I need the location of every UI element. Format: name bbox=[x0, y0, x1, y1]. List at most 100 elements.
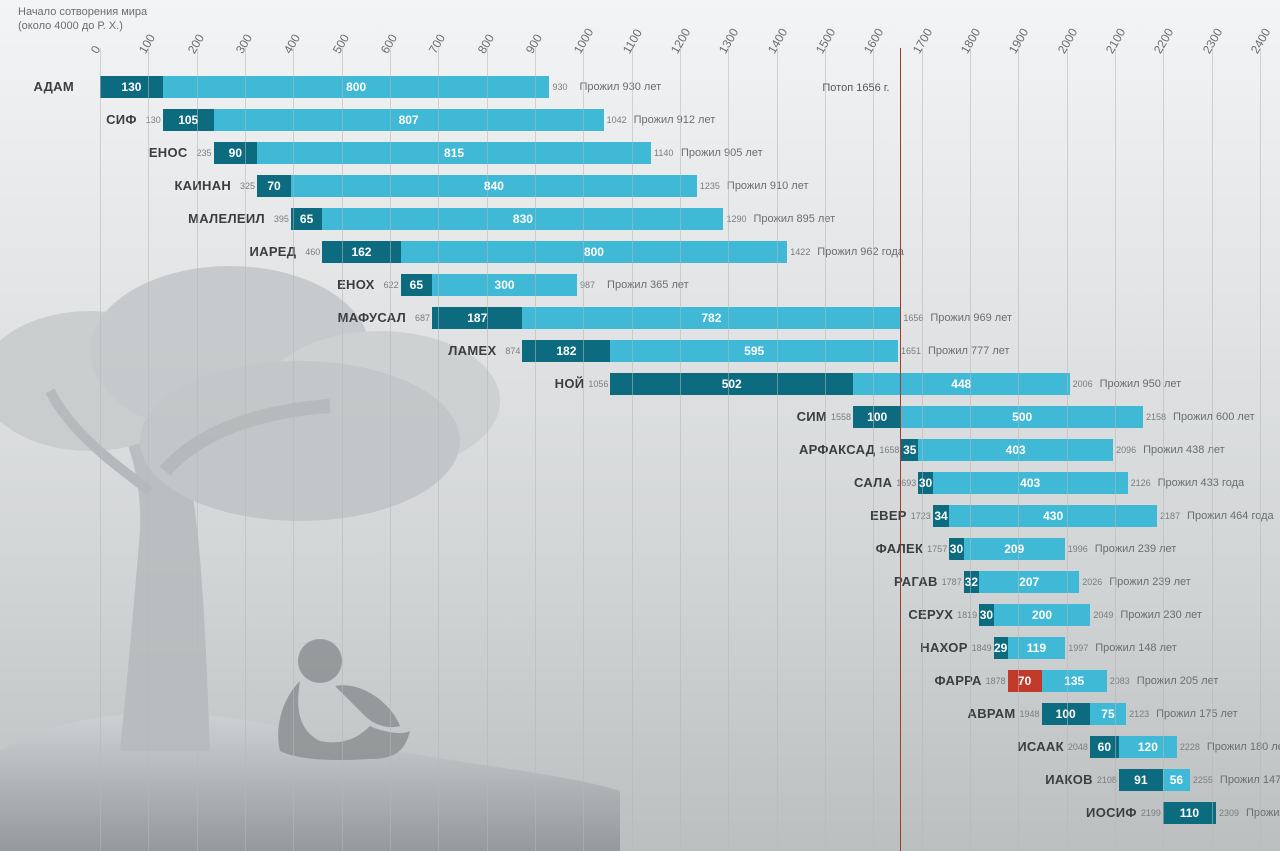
patriarch-row: АДАМ130800930Прожил 930 лет bbox=[0, 76, 1280, 98]
lifespan-label: Прожил 110 лет bbox=[1246, 802, 1280, 824]
lifespan-label: Прожил 205 лет bbox=[1137, 670, 1219, 692]
end-year: 1422 bbox=[787, 241, 810, 263]
end-year: 2187 bbox=[1157, 505, 1180, 527]
axis-gridline bbox=[1067, 48, 1068, 851]
patriarch-row: АРФАКСАД1658354032096Прожил 438 лет bbox=[0, 439, 1280, 461]
lifespan-label: Прожил 912 лет bbox=[634, 109, 716, 131]
bar-segment-1: 502 bbox=[610, 373, 853, 395]
axis-gridline bbox=[728, 48, 729, 851]
axis-gridline bbox=[777, 48, 778, 851]
patriarch-name: НОЙ bbox=[0, 373, 590, 395]
axis-tick-label: 700 bbox=[426, 32, 448, 56]
start-year: 687 bbox=[402, 307, 433, 329]
bar-segment-1: 35 bbox=[901, 439, 918, 461]
patriarch-row: РАГАВ1787322072026Прожил 239 лет bbox=[0, 571, 1280, 593]
end-year: 1996 bbox=[1065, 538, 1088, 560]
lifespan-label: Прожил 600 лет bbox=[1173, 406, 1255, 428]
patriarch-row: ИСААК2048601202228Прожил 180 лет bbox=[0, 736, 1280, 758]
axis-gridline bbox=[680, 48, 681, 851]
axis-tick-label: 1400 bbox=[765, 26, 790, 56]
bar-segment-2: 448 bbox=[853, 373, 1070, 395]
patriarch-row: ЕНОС235908151140Прожил 905 лет bbox=[0, 142, 1280, 164]
bar-segment-2: 840 bbox=[291, 175, 697, 197]
patriarch-row: СИМ15581005002158Прожил 600 лет bbox=[0, 406, 1280, 428]
start-year: 235 bbox=[184, 142, 215, 164]
patriarch-row: ИОСИФ21991102309Прожил 110 лет bbox=[0, 802, 1280, 824]
axis-tick-label: 1200 bbox=[668, 26, 693, 56]
bar-segment-1: 34 bbox=[933, 505, 949, 527]
start-year: 1558 bbox=[823, 406, 854, 428]
axis-gridline bbox=[197, 48, 198, 851]
bar-segment-1: 65 bbox=[401, 274, 432, 296]
axis-gridline bbox=[245, 48, 246, 851]
start-year: 1948 bbox=[1012, 703, 1043, 725]
bar-segment-1: 90 bbox=[214, 142, 258, 164]
lifespan-label: Прожил 962 года bbox=[817, 241, 904, 263]
bar-segment-2: 782 bbox=[522, 307, 900, 329]
patriarch-row: САЛА1693304032126Прожил 433 года bbox=[0, 472, 1280, 494]
patriarch-name: МАЛЕЛЕИЛ bbox=[0, 208, 271, 230]
patriarch-row: КАИНАН325708401235Прожил 910 лет bbox=[0, 175, 1280, 197]
lifespan-label: Прожил 895 лет bbox=[754, 208, 836, 230]
axis-gridline bbox=[922, 48, 923, 851]
axis-gridline bbox=[1212, 48, 1213, 851]
lifespan-label: Прожил 175 лет bbox=[1156, 703, 1238, 725]
lifespan-label: Прожил 148 лет bbox=[1095, 637, 1177, 659]
axis-gridline bbox=[1163, 48, 1164, 851]
patriarch-name: СЕРУХ bbox=[0, 604, 959, 626]
patriarch-name: РАГАВ bbox=[0, 571, 944, 593]
axis-tick-label: 1500 bbox=[813, 26, 838, 56]
patriarch-row: НОЙ10565024482006Прожил 950 лет bbox=[0, 373, 1280, 395]
end-year: 2228 bbox=[1177, 736, 1200, 758]
axis-gridline bbox=[148, 48, 149, 851]
axis-tick-label: 1800 bbox=[958, 26, 983, 56]
lifespan-label: Прожил 777 лет bbox=[928, 340, 1010, 362]
patriarch-row: СИФ1301058071042Прожил 912 лет bbox=[0, 109, 1280, 131]
patriarch-row: МАФУСАЛ6871877821656Прожил 969 лет bbox=[0, 307, 1280, 329]
start-year: 1787 bbox=[934, 571, 965, 593]
lifespan-label: Прожил 930 лет bbox=[580, 76, 662, 98]
axis-tick-label: 800 bbox=[475, 32, 497, 56]
bar-segment-1: 30 bbox=[979, 604, 994, 626]
axis-gridline bbox=[632, 48, 633, 851]
bar-segment-2: 207 bbox=[979, 571, 1079, 593]
end-year: 2026 bbox=[1079, 571, 1102, 593]
bar-segment-1: 110 bbox=[1163, 802, 1216, 824]
bar-segment-1: 130 bbox=[100, 76, 163, 98]
end-year: 1140 bbox=[651, 142, 673, 164]
lifespan-label: Прожил 910 лет bbox=[727, 175, 809, 197]
axis-gridline bbox=[100, 48, 101, 851]
chart-subtitle: Начало сотворения мира (около 4000 до Р.… bbox=[18, 6, 147, 34]
patriarch-row: ЕВЕР1723344302187Прожил 464 года bbox=[0, 505, 1280, 527]
patriarch-row: МАЛЕЛЕИЛ395658301290Прожил 895 лет bbox=[0, 208, 1280, 230]
subtitle-line2: (около 4000 до Р. Х.) bbox=[18, 20, 123, 32]
axis-tick-label: 200 bbox=[185, 32, 207, 56]
bar-segment-2: 300 bbox=[432, 274, 577, 296]
axis-tick-label: 600 bbox=[378, 32, 400, 56]
axis-gridline bbox=[583, 48, 584, 851]
end-year: 2123 bbox=[1126, 703, 1149, 725]
bar-segment-2: 200 bbox=[994, 604, 1091, 626]
patriarch-name: КАИНАН bbox=[0, 175, 237, 197]
axis-tick-label: 1000 bbox=[571, 26, 596, 56]
axis-tick-label: 1600 bbox=[861, 26, 886, 56]
patriarch-name: ЛАМЕХ bbox=[0, 340, 502, 362]
start-year: 874 bbox=[492, 340, 523, 362]
end-year: 1290 bbox=[724, 208, 747, 230]
lifespan-label: Прожил 433 года bbox=[1158, 472, 1245, 494]
axis-tick-label: 2400 bbox=[1248, 26, 1273, 56]
start-year: 2048 bbox=[1060, 736, 1091, 758]
axis-gridline bbox=[342, 48, 343, 851]
bar-segment-2: 800 bbox=[163, 76, 550, 98]
start-year: 2199 bbox=[1133, 802, 1164, 824]
lifespan-label: Прожил 180 лет bbox=[1207, 736, 1280, 758]
axis-gridline bbox=[1018, 48, 1019, 851]
axis-tick-label: 1100 bbox=[620, 27, 645, 56]
axis-tick-label: 100 bbox=[136, 32, 158, 56]
flood-line bbox=[900, 48, 901, 851]
patriarch-name: СИМ bbox=[0, 406, 833, 428]
patriarch-row: ФАРРА1878701352083Прожил 205 лет bbox=[0, 670, 1280, 692]
patriarch-name: СИФ bbox=[0, 109, 143, 131]
bar-segment-1: 91 bbox=[1119, 769, 1163, 791]
start-year: 1723 bbox=[903, 505, 934, 527]
